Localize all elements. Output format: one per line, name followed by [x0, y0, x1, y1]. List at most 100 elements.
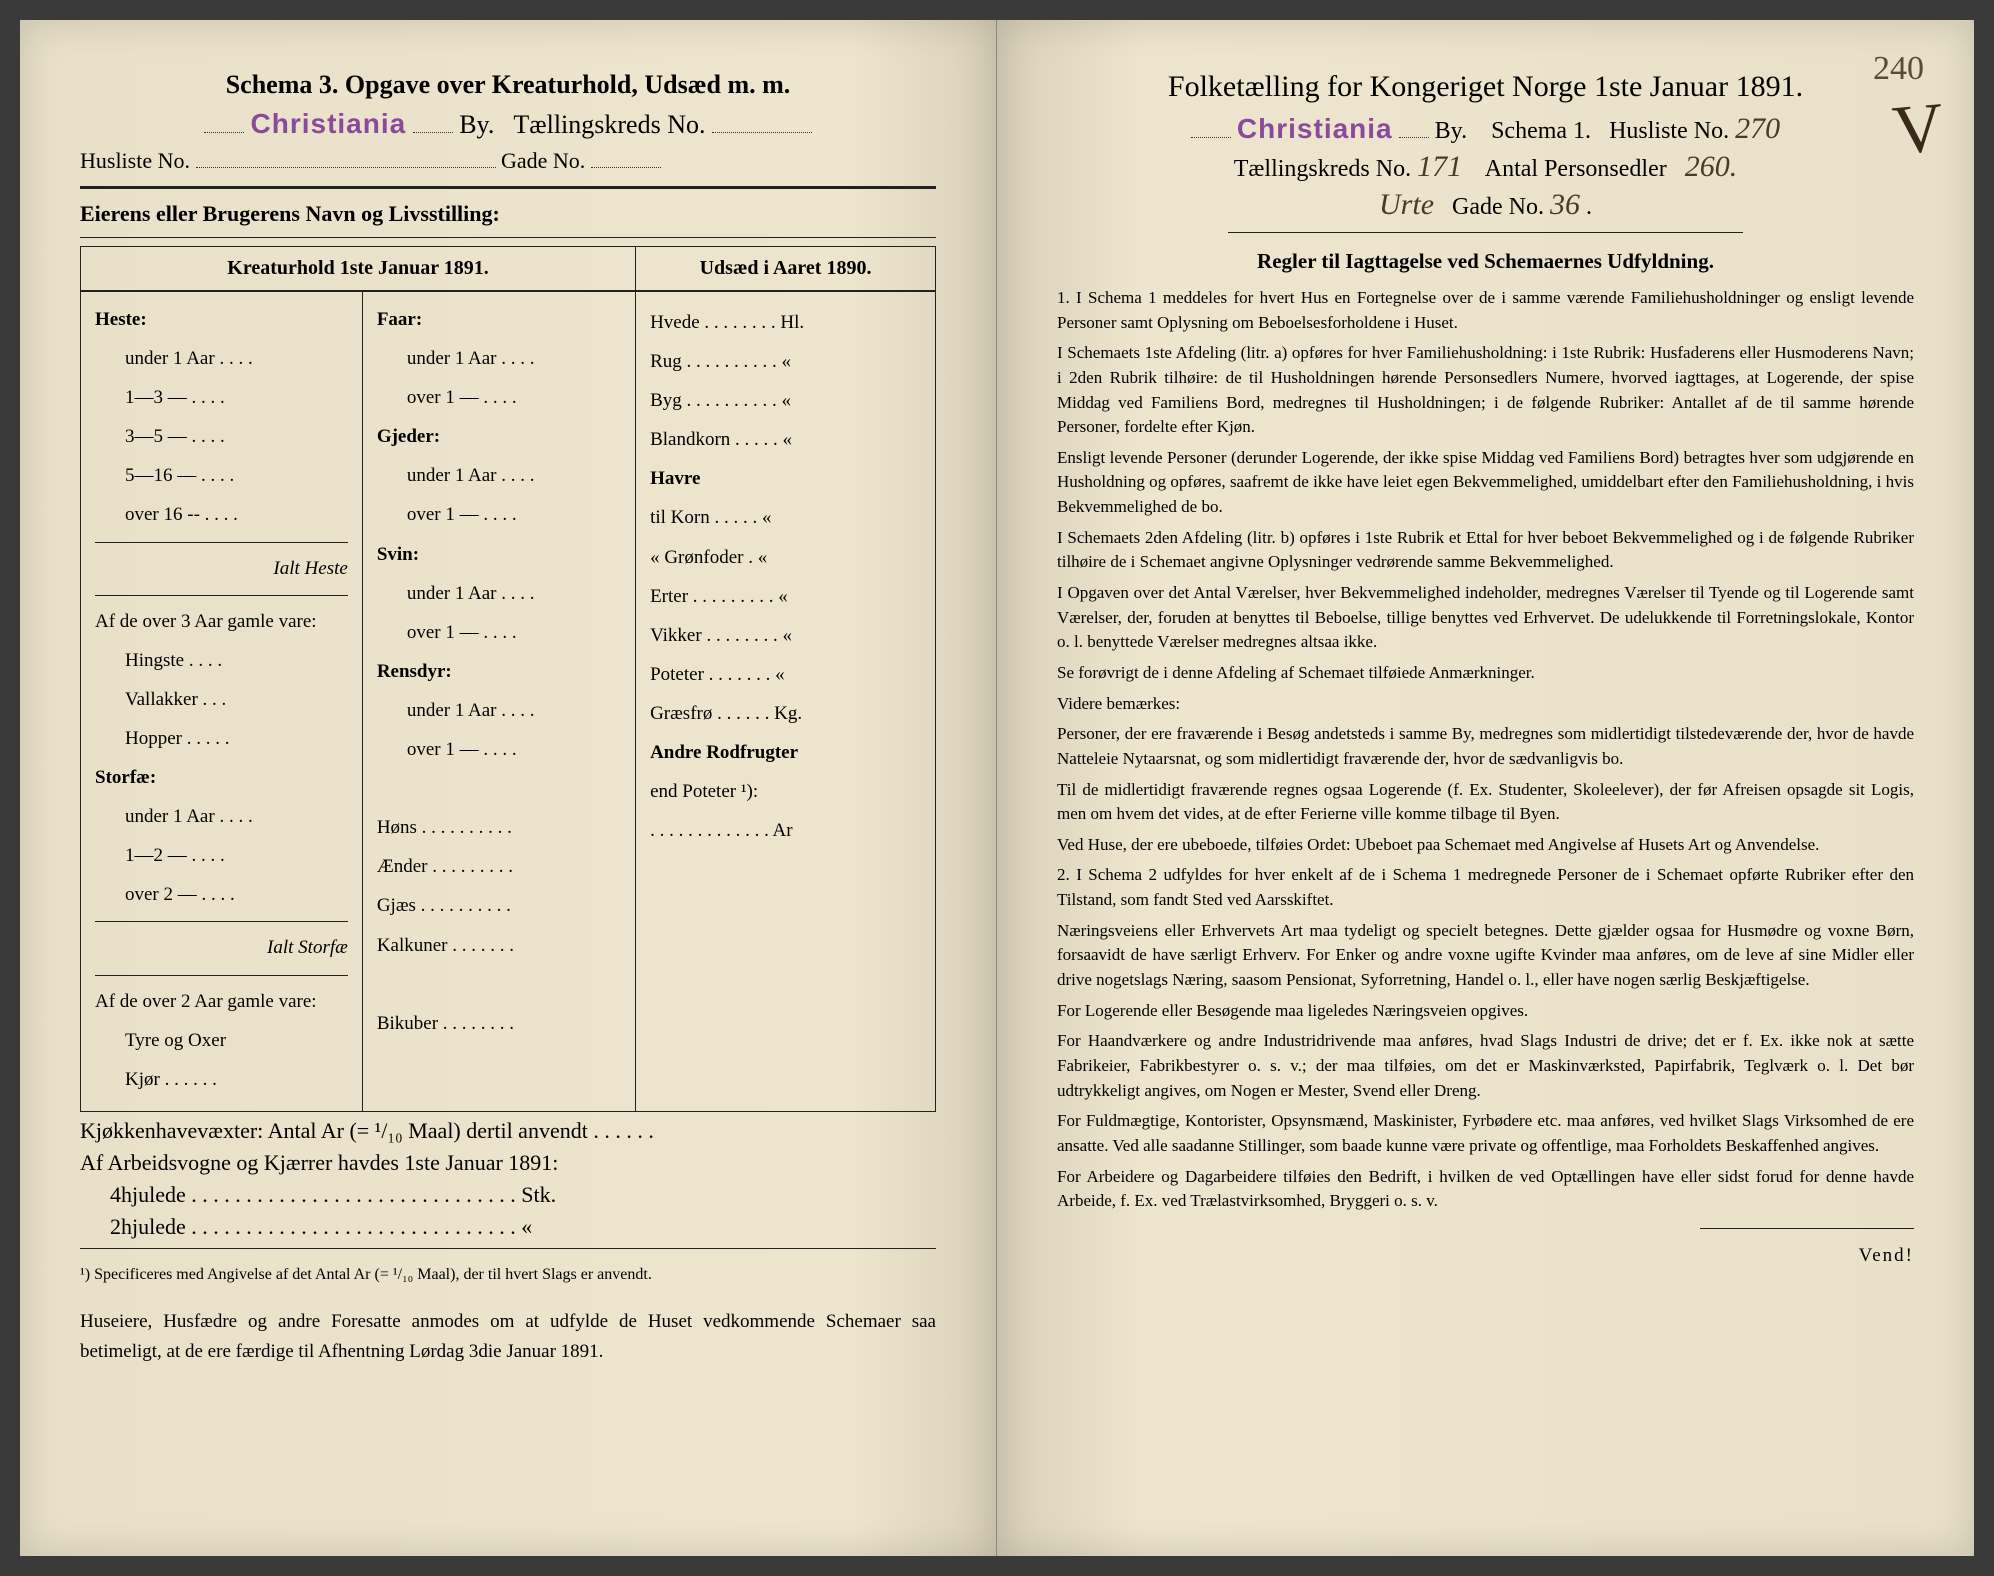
- schema-label: Schema 1.: [1491, 118, 1591, 144]
- city-line: Christiania By. Tællingskreds No.: [80, 108, 936, 140]
- right-title: Folketælling for Kongeriget Norge 1ste J…: [1057, 70, 1914, 104]
- tkreds-label: Tællingskreds No.: [513, 110, 705, 139]
- antal-val: 260.: [1685, 150, 1738, 183]
- rule-p: 2. I Schema 2 udfyldes for hver enkelt a…: [1057, 863, 1914, 912]
- hjul2: 2hjulede . . . . . . . . . . . . . . . .…: [110, 1214, 936, 1240]
- big-v-mark: V: [1890, 88, 1947, 172]
- right-sub-2: Tællingskreds No. 171 Antal Personsedler…: [1057, 150, 1914, 184]
- schema3-header: Schema 3. Opgave over Kreaturhold, Udsæd…: [80, 70, 936, 100]
- udsaed-row: Blandkorn . . . . . «: [650, 422, 921, 458]
- animal-row: Kalkuner . . . . . . .: [377, 928, 621, 964]
- animal-row: Høns . . . . . . . . . .: [377, 810, 621, 846]
- main-table: Heste: under 1 Aar . . . . 1—3 — . . . .…: [80, 291, 936, 1112]
- rensdyr-row: over 1 — . . . .: [407, 732, 621, 768]
- heste-row: Vallakker . . .: [125, 682, 348, 718]
- faar-row: over 1 — . . . .: [407, 380, 621, 416]
- udsaed-row: Byg . . . . . . . . . . «: [650, 383, 921, 419]
- rule-p: I Schemaets 2den Afdeling (litr. b) opfø…: [1057, 526, 1914, 575]
- animal-row: Bikuber . . . . . . . .: [377, 1006, 621, 1042]
- gade-hand: Urte: [1379, 188, 1434, 221]
- gade-label: Gade No.: [501, 148, 585, 173]
- storfae-row: over 2 — . . . .: [125, 877, 348, 913]
- right-sub-3: Urte Gade No. 36 .: [1057, 188, 1914, 222]
- table-headers: Kreaturhold 1ste Januar 1891. Udsæd i Aa…: [80, 246, 936, 291]
- animal-row: Gjæs . . . . . . . . . .: [377, 888, 621, 924]
- tkreds-val: 171: [1417, 150, 1462, 183]
- by-label: By.: [459, 110, 494, 139]
- kreatur-header: Kreaturhold 1ste Januar 1891.: [81, 247, 636, 291]
- page-annotation: 240: [1873, 50, 1924, 88]
- storfae-over2: Af de over 2 Aar gamle vare:: [95, 984, 348, 1020]
- rule-p: Næringsveiens eller Erhvervets Art maa t…: [1057, 919, 1914, 993]
- udsaed-header: Udsæd i Aaret 1890.: [636, 247, 935, 291]
- udsaed-row: . . . . . . . . . . . . . Ar: [650, 813, 921, 849]
- kjokken-row: Kjøkkenhavevæxter: Antal Ar (= ¹/₁₀ Maal…: [80, 1118, 936, 1144]
- svin-row: over 1 — . . . .: [407, 615, 621, 651]
- heste-over3: Af de over 3 Aar gamle vare:: [95, 604, 348, 640]
- rules-body: 1. I Schema 1 meddeles for hvert Hus en …: [1057, 286, 1914, 1214]
- gjeder-title: Gjeder:: [377, 419, 621, 455]
- schema3-title: Schema 3.: [226, 70, 339, 99]
- udsaed-row: til Korn . . . . . «: [650, 500, 921, 536]
- heste-row: over 16 -- . . . .: [125, 497, 348, 533]
- arbeidsvogne-row: Af Arbeidsvogne og Kjærrer havdes 1ste J…: [80, 1150, 936, 1176]
- heste-row: under 1 Aar . . . .: [125, 341, 348, 377]
- udsaed-row: Vikker . . . . . . . . «: [650, 618, 921, 654]
- footnote-1: ¹) Specificeres med Angivelse af det Ant…: [80, 1263, 936, 1287]
- schema3-subtitle: Opgave over Kreaturhold, Udsæd m. m.: [345, 70, 790, 99]
- rule-p: 1. I Schema 1 meddeles for hvert Hus en …: [1057, 286, 1914, 335]
- city-stamp-r: Christiania: [1237, 113, 1393, 144]
- gjeder-row: over 1 — . . . .: [407, 497, 621, 533]
- udsaed-row: Hvede . . . . . . . . Hl.: [650, 305, 921, 341]
- rensdyr-row: under 1 Aar . . . .: [407, 693, 621, 729]
- col-b: Faar: under 1 Aar . . . . over 1 — . . .…: [363, 292, 636, 1111]
- rule-p: Ensligt levende Personer (derunder Loger…: [1057, 446, 1914, 520]
- husliste-val: 270: [1735, 112, 1780, 145]
- left-page: Schema 3. Opgave over Kreaturhold, Udsæd…: [20, 20, 997, 1556]
- udsaed-row: Poteter . . . . . . . «: [650, 657, 921, 693]
- rensdyr-title: Rensdyr:: [377, 654, 621, 690]
- bottom-note: Huseiere, Husfædre og andre Foresatte an…: [80, 1307, 936, 1368]
- storfae-row: Tyre og Oxer: [125, 1023, 348, 1059]
- udsaed-row: Græsfrø . . . . . . Kg.: [650, 696, 921, 732]
- udsaed-row: end Poteter ¹):: [650, 774, 921, 810]
- right-sub-1: Christiania By. Schema 1. Husliste No. 2…: [1057, 112, 1914, 146]
- col-c: Hvede . . . . . . . . Hl. Rug . . . . . …: [636, 292, 935, 1111]
- faar-row: under 1 Aar . . . .: [407, 341, 621, 377]
- rule-p: I Opgaven over det Antal Værelser, hver …: [1057, 581, 1914, 655]
- rule-p: For Fuldmægtige, Kontorister, Opsynsmænd…: [1057, 1109, 1914, 1158]
- rule-p: Til de midlertidigt fraværende regnes og…: [1057, 778, 1914, 827]
- divider: [80, 237, 936, 238]
- gade-label-r: Gade No.: [1452, 194, 1544, 220]
- rule-p: Ved Huse, der ere ubeboede, tilføies Ord…: [1057, 833, 1914, 858]
- tkreds-label-r: Tællingskreds No.: [1234, 156, 1411, 182]
- faar-title: Faar:: [377, 302, 621, 338]
- storfae-row: 1—2 — . . . .: [125, 838, 348, 874]
- storfae-sum: Ialt Storfæ: [95, 930, 348, 966]
- rule-p: Se forøvrigt de i denne Afdeling af Sche…: [1057, 661, 1914, 686]
- udsaed-row: Erter . . . . . . . . . «: [650, 579, 921, 615]
- heste-row: Hopper . . . . .: [125, 721, 348, 757]
- rule-p: For Logerende eller Besøgende maa ligele…: [1057, 999, 1914, 1024]
- animal-row: Ænder . . . . . . . . .: [377, 849, 621, 885]
- col-a: Heste: under 1 Aar . . . . 1—3 — . . . .…: [81, 292, 363, 1111]
- udsaed-row: Havre: [650, 461, 921, 497]
- right-page: 240 V Folketælling for Kongeriget Norge …: [997, 20, 1974, 1556]
- heste-row: 1—3 — . . . .: [125, 380, 348, 416]
- husliste-label: Husliste No.: [80, 148, 190, 173]
- udsaed-row: « Grønfoder . «: [650, 540, 921, 576]
- book-spread: Schema 3. Opgave over Kreaturhold, Udsæd…: [20, 20, 1974, 1556]
- storfae-title: Storfæ:: [95, 760, 348, 796]
- udsaed-row: Rug . . . . . . . . . . «: [650, 344, 921, 380]
- udsaed-row: Andre Rodfrugter: [650, 735, 921, 771]
- svin-row: under 1 Aar . . . .: [407, 576, 621, 612]
- heste-title: Heste:: [95, 302, 348, 338]
- rules-title: Regler til Iagttagelse ved Schemaernes U…: [1057, 249, 1914, 274]
- rule-p: Personer, der ere fraværende i Besøg and…: [1057, 722, 1914, 771]
- husliste-row: Husliste No. Gade No.: [80, 148, 936, 174]
- husliste-label-r: Husliste No.: [1609, 118, 1729, 144]
- heste-row: 5—16 — . . . .: [125, 458, 348, 494]
- by-label-r: By.: [1435, 118, 1467, 144]
- vend-label: Vend!: [1057, 1245, 1914, 1267]
- svin-title: Svin:: [377, 537, 621, 573]
